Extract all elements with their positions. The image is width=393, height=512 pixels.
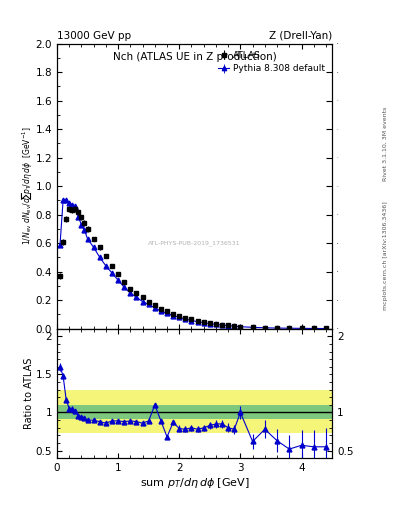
Y-axis label: $1/N_{\rm ev}\ dN_{\rm ev}/d\!\sum\!p_T\!/d\eta\,d\phi\ \ [{\rm GeV}^{-1}]$: $1/N_{\rm ev}\ dN_{\rm ev}/d\!\sum\!p_T\… <box>20 127 34 245</box>
Text: 13000 GeV pp: 13000 GeV pp <box>57 31 131 41</box>
Legend: ATLAS, Pythia 8.308 default: ATLAS, Pythia 8.308 default <box>216 48 328 76</box>
Y-axis label: Ratio to ATLAS: Ratio to ATLAS <box>24 358 34 429</box>
Text: Z (Drell-Yan): Z (Drell-Yan) <box>269 31 332 41</box>
Text: Rivet 3.1.10, 3M events: Rivet 3.1.10, 3M events <box>383 106 387 181</box>
Text: mcplots.cern.ch [arXiv:1306.3436]: mcplots.cern.ch [arXiv:1306.3436] <box>383 202 387 310</box>
X-axis label: sum $p_T/d\eta\,d\phi$ [GeV]: sum $p_T/d\eta\,d\phi$ [GeV] <box>140 476 250 490</box>
Text: ATL-PHYS-PUB-2019_1736531: ATL-PHYS-PUB-2019_1736531 <box>148 240 241 246</box>
Text: Nch (ATLAS UE in Z production): Nch (ATLAS UE in Z production) <box>113 52 276 62</box>
